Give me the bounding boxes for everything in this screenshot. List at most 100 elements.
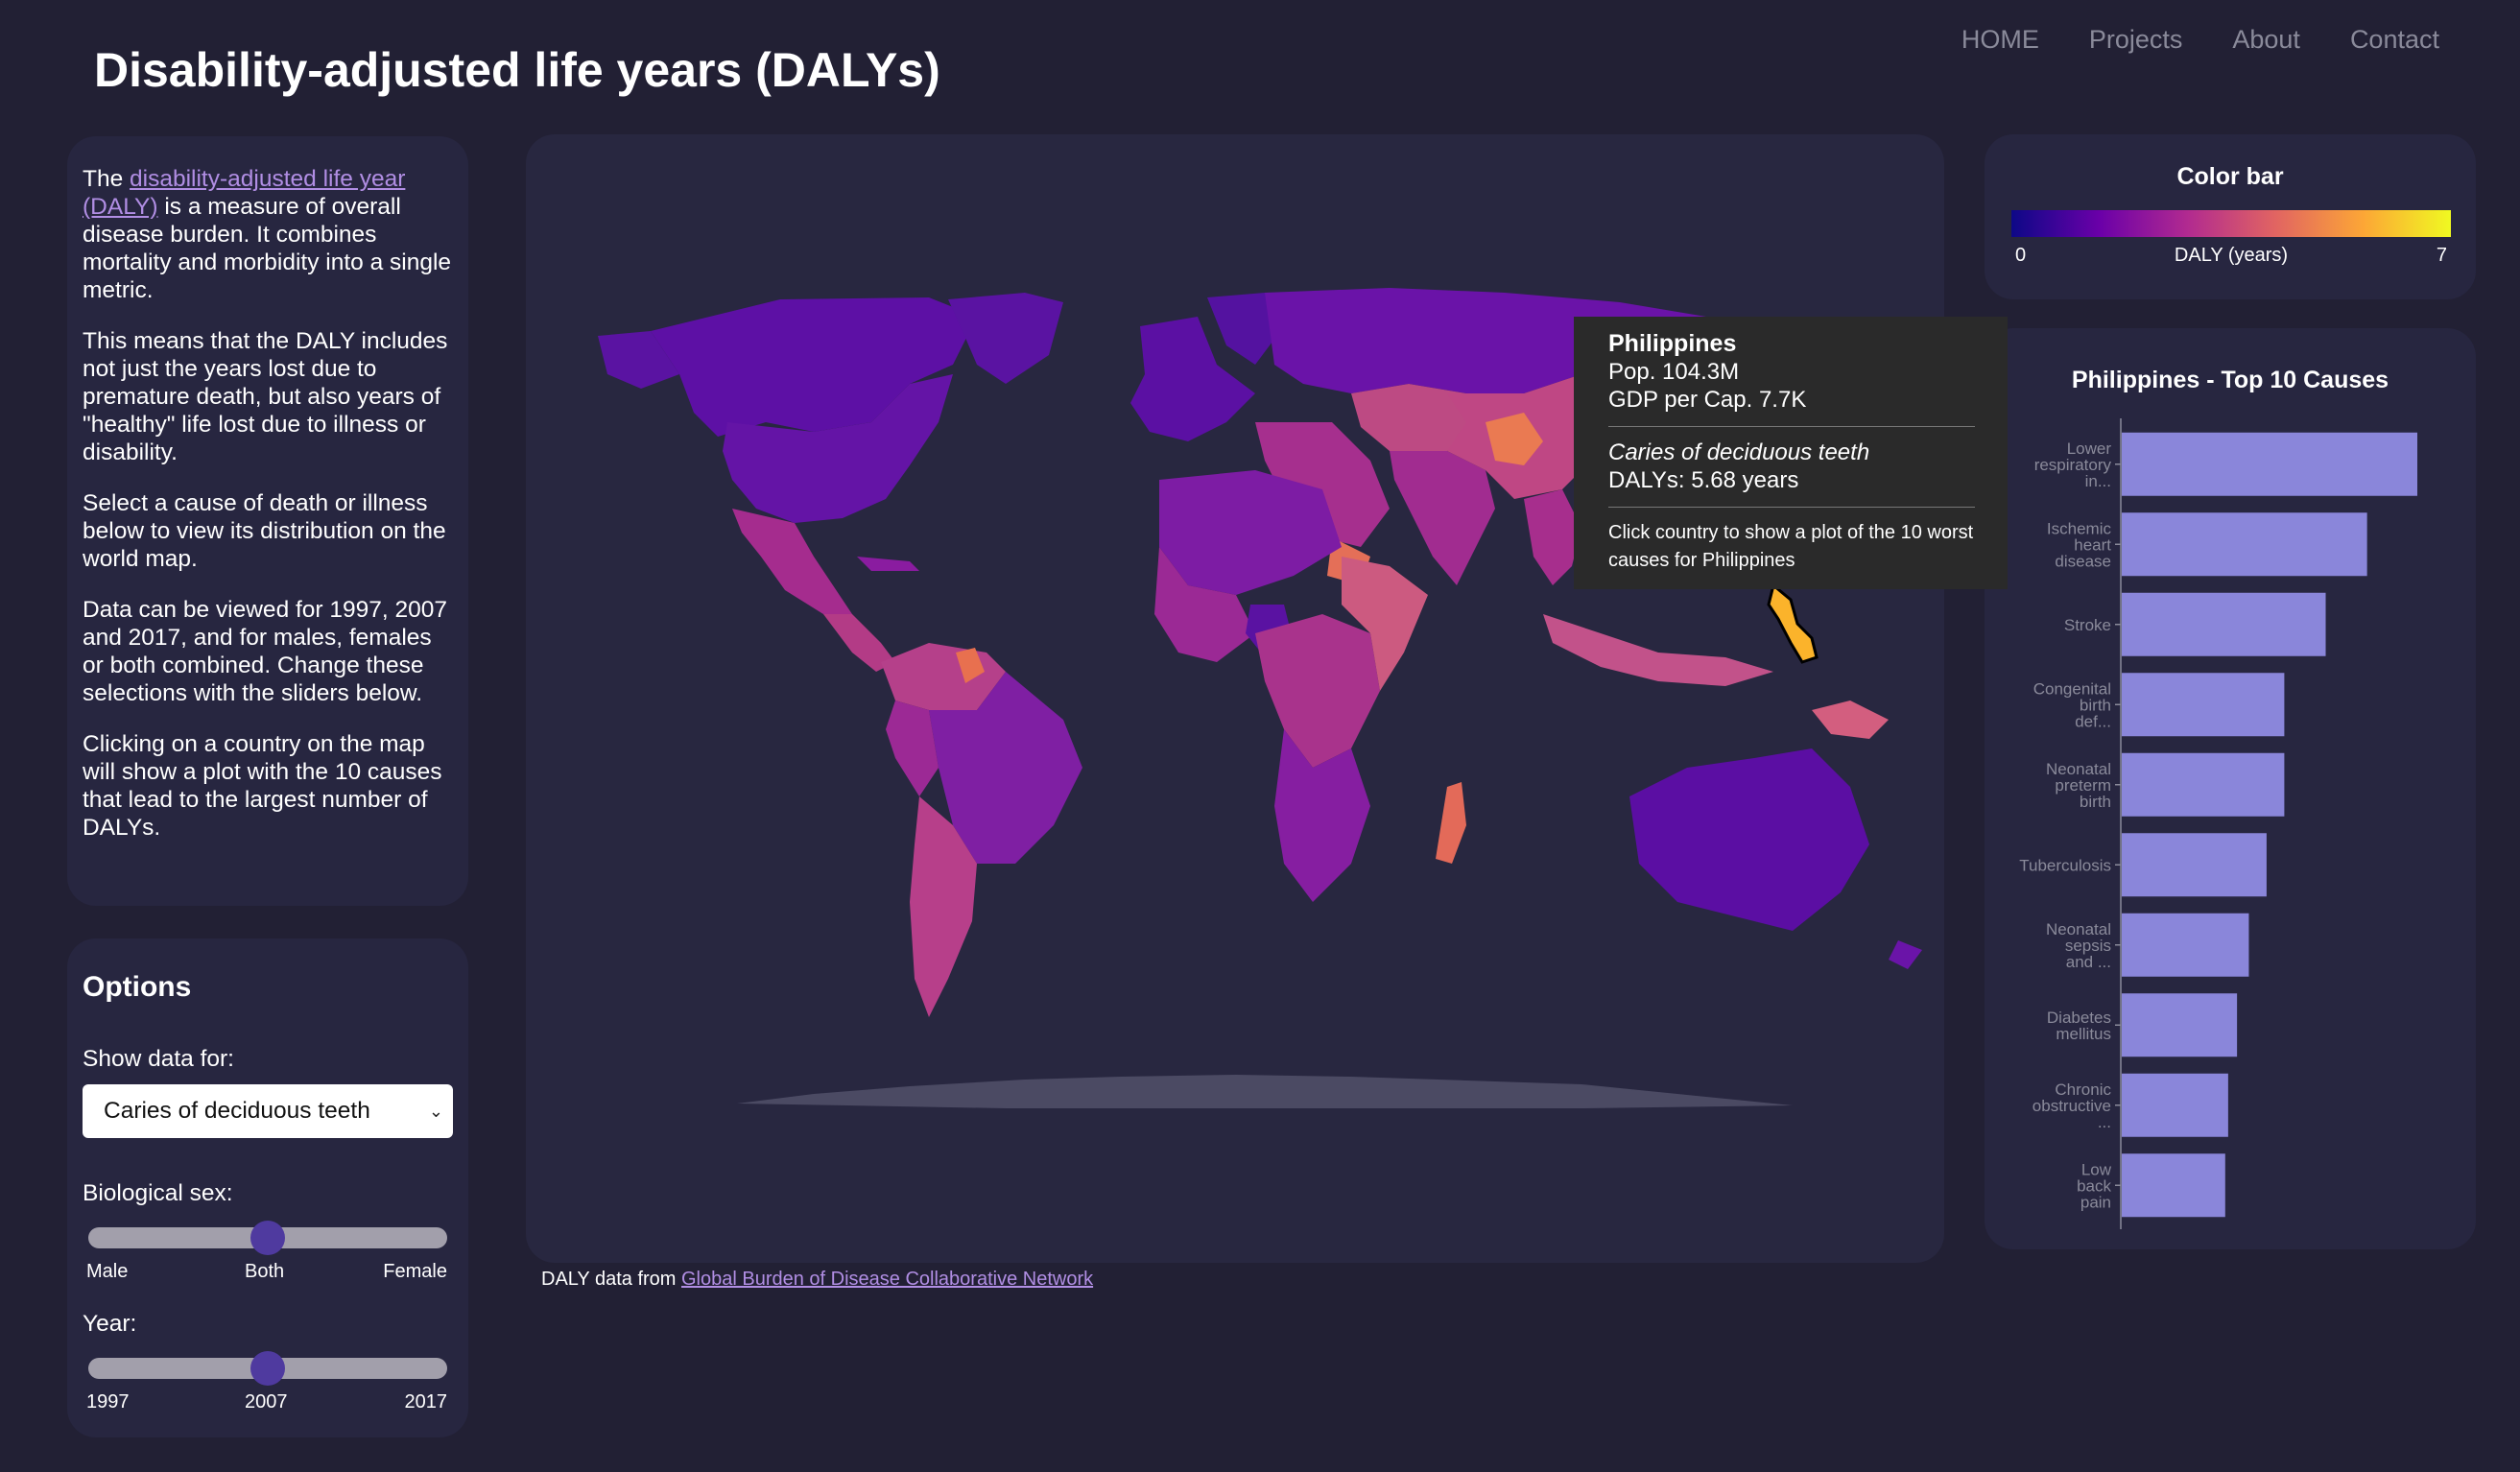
sex-slider-thumb[interactable] xyxy=(250,1221,285,1255)
nav-contact-link[interactable]: Contact xyxy=(2349,25,2439,54)
country-argentina-chile[interactable] xyxy=(910,796,977,1017)
data-source-note: DALY data from Global Burden of Disease … xyxy=(541,1269,1093,1291)
country-peru[interactable] xyxy=(886,700,939,796)
cause-label-line: Congenital xyxy=(2033,679,2111,698)
country-greenland[interactable] xyxy=(948,293,1063,384)
cause-label-line: disease xyxy=(2055,552,2111,570)
intro-paragraph-4: Data can be viewed for 1997, 2007 and 20… xyxy=(83,597,448,706)
colorbar-min: 0 xyxy=(2015,245,2027,266)
country-usa[interactable] xyxy=(723,374,953,523)
country-scandinavia[interactable] xyxy=(1207,293,1284,365)
cause-bar[interactable] xyxy=(2122,1073,2228,1137)
nav-projects-link[interactable]: Projects xyxy=(2088,25,2183,54)
cause-select-value: Caries of deciduous teeth xyxy=(104,1098,370,1124)
country-mexico[interactable] xyxy=(732,509,852,614)
cause-label: Lower respiratory in... xyxy=(2034,439,2112,490)
cause-label-line: Lower xyxy=(2067,439,2112,458)
tooltip-country-name: Philippines xyxy=(1608,330,1737,357)
sex-slider-ticks: Male Both Female xyxy=(83,1261,453,1290)
year-slider[interactable] xyxy=(88,1349,447,1386)
year-slider-thumb[interactable] xyxy=(250,1351,285,1386)
colorbar-gradient xyxy=(2011,210,2451,237)
cause-label-line: birth xyxy=(2080,696,2111,714)
world-map xyxy=(598,288,1922,1108)
intro-paragraph-5: Clicking on a country on the map will sh… xyxy=(83,731,442,841)
cause-label: Diabetes mellitus xyxy=(2047,1009,2111,1043)
cause-label-line: heart xyxy=(2074,535,2111,554)
nav-about-link[interactable]: About xyxy=(2232,25,2300,54)
cause-label-line: Neonatal xyxy=(2046,920,2111,938)
cause-bar[interactable] xyxy=(2122,592,2326,656)
cause-bar[interactable] xyxy=(2122,752,2285,817)
cause-label-line: Ischemic xyxy=(2047,519,2112,537)
cause-bar[interactable] xyxy=(2122,833,2267,897)
top-causes-title: Philippines - Top 10 Causes xyxy=(2071,367,2389,393)
cause-label: Low back pain xyxy=(2077,1160,2112,1211)
page-title: Disability-adjusted life years (DALYs) xyxy=(94,43,940,97)
country-brazil[interactable] xyxy=(929,672,1082,864)
cause-label: Ischemic heart disease xyxy=(2047,519,2112,570)
country-southeast-asia[interactable] xyxy=(1524,489,1581,585)
country-philippines[interactable] xyxy=(1767,582,1819,664)
tooltip-hint: Click country to show a plot of the 10 w… xyxy=(1608,522,1974,571)
cause-label: Neonatal preterm birth xyxy=(2046,760,2111,811)
country-north-africa[interactable] xyxy=(1159,470,1342,595)
country-china-west[interactable] xyxy=(1486,413,1543,465)
intro-p1-suffix: is a measure of overall disease burden. … xyxy=(83,194,452,303)
cause-select[interactable]: Caries of deciduous teeth ⌄ xyxy=(83,1084,453,1138)
cause-label-line: Neonatal xyxy=(2046,760,2111,778)
cause-label-line: and ... xyxy=(2066,953,2111,971)
cause-label-line: mellitus xyxy=(2056,1025,2111,1043)
country-new-zealand[interactable] xyxy=(1889,940,1922,969)
country-madagascar[interactable] xyxy=(1436,782,1466,864)
country-guyana[interactable] xyxy=(956,648,985,683)
top-nav: HOME Projects About Contact xyxy=(1961,25,2439,55)
cause-bar[interactable] xyxy=(2122,913,2249,977)
cause-label-line: pain xyxy=(2080,1193,2111,1211)
country-antarctica xyxy=(737,1075,1793,1108)
chevron-down-icon: ⌄ xyxy=(428,1102,443,1121)
tooltip-cause: Caries of deciduous teeth xyxy=(1608,439,1870,465)
cause-label-line: sepsis xyxy=(2065,937,2111,955)
country-southern-africa[interactable] xyxy=(1274,729,1370,902)
cause-label-line: Stroke xyxy=(2064,616,2111,634)
cause-bar[interactable] xyxy=(2122,993,2238,1057)
daly-wiki-link[interactable]: disability-adjusted life year (DALY) xyxy=(83,166,406,220)
sex-slider[interactable] xyxy=(88,1219,447,1255)
country-canada[interactable] xyxy=(651,297,977,437)
nav-home-link[interactable]: HOME xyxy=(1961,25,2039,54)
cause-label-line: in... xyxy=(2085,472,2111,490)
cause-bar[interactable] xyxy=(2122,673,2285,737)
country-cuba[interactable] xyxy=(857,557,919,571)
cause-label-line: ... xyxy=(2098,1113,2111,1131)
country-west-africa[interactable] xyxy=(1154,547,1255,662)
country-australia[interactable] xyxy=(1629,748,1869,931)
country-papua-new-guinea[interactable] xyxy=(1812,700,1889,739)
cause-label-line: Tuberculosis xyxy=(2019,856,2111,874)
intro-paragraph-3: Select a cause of death or illness below… xyxy=(83,490,446,572)
sex-tick-female: Female xyxy=(383,1261,447,1282)
cause-label-line: back xyxy=(2077,1176,2111,1195)
cause-bar[interactable] xyxy=(2122,512,2367,577)
cause-bar[interactable] xyxy=(2122,1153,2225,1218)
country-europe-west[interactable] xyxy=(1130,317,1255,441)
country-central-africa[interactable] xyxy=(1255,614,1380,768)
cause-label: Congenital birth def... xyxy=(2033,679,2111,730)
country-middle-east[interactable] xyxy=(1255,422,1390,547)
colorbar-axis-label: DALY (years) xyxy=(2174,245,2289,266)
colorbar-panel: Color bar 0 DALY (years) 7 xyxy=(1985,134,2476,299)
country-central-america[interactable] xyxy=(823,614,895,672)
country-east-africa[interactable] xyxy=(1342,557,1428,691)
cause-label-line: def... xyxy=(2075,712,2111,730)
cause-label: Tuberculosis xyxy=(2019,856,2111,874)
options-title: Options xyxy=(83,971,192,1003)
tooltip-gdp: GDP per Cap. 7.7K xyxy=(1608,387,1807,413)
country-indonesia[interactable] xyxy=(1543,614,1773,686)
data-source-prefix: DALY data from xyxy=(541,1269,681,1290)
country-alaska[interactable] xyxy=(598,331,679,389)
cause-bar[interactable] xyxy=(2122,432,2417,496)
gbd-network-link[interactable]: Global Burden of Disease Collaborative N… xyxy=(681,1269,1094,1290)
tooltip-population: Pop. 104.3M xyxy=(1608,359,1740,385)
country-india[interactable] xyxy=(1390,451,1495,585)
cause-label-line: birth xyxy=(2080,793,2111,811)
